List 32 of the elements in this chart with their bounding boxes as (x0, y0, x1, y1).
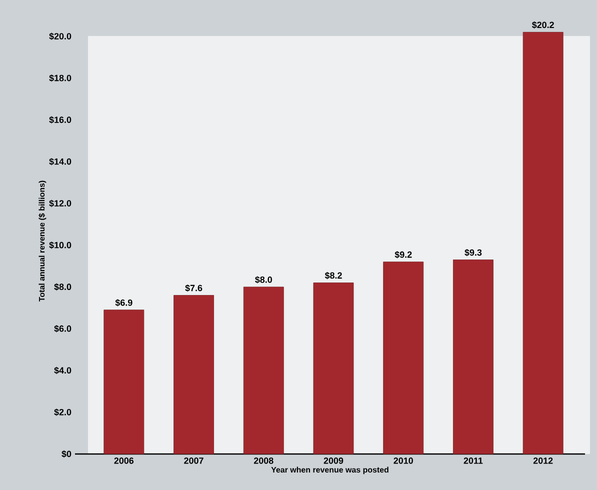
bar (383, 262, 424, 454)
y-tick-label: $20.0 (49, 32, 72, 40)
data-label: $8.0 (255, 276, 272, 284)
x-tick-label: 2006 (114, 458, 134, 464)
y-tick-label: $10.0 (49, 242, 72, 249)
data-label: $7.6 (185, 284, 202, 292)
data-label: $8.2 (324, 272, 342, 280)
y-tick-label: $4.0 (54, 366, 72, 374)
bar (243, 286, 284, 454)
x-tick-label: 2012 (533, 458, 553, 464)
y-tick-label: $0 (62, 450, 72, 458)
x-tick-label: 2007 (184, 458, 204, 464)
y-tick-label: $2.0 (54, 408, 72, 416)
bar (313, 282, 354, 454)
x-tick-label: 2011 (464, 458, 483, 464)
bar (104, 310, 144, 454)
data-label: $6.9 (115, 299, 132, 306)
bar (174, 295, 214, 454)
bar (522, 32, 564, 454)
bar (453, 260, 494, 454)
data-label: $9.2 (394, 251, 412, 258)
y-tick-label: $16.0 (49, 116, 72, 124)
x-tick-label: 2009 (324, 458, 344, 464)
y-tick-label: $14.0 (49, 158, 72, 166)
y-tick-label: $8.0 (54, 283, 72, 291)
y-tick-label: $6.0 (54, 325, 72, 332)
x-tick-label: 2010 (394, 458, 413, 464)
y-tick-label: $12.0 (49, 200, 72, 208)
data-label: $9.3 (464, 248, 482, 256)
x-tick-label: 2008 (254, 458, 274, 464)
data-label: $20.2 (532, 21, 554, 29)
y-tick-label: $18.0 (49, 74, 72, 82)
